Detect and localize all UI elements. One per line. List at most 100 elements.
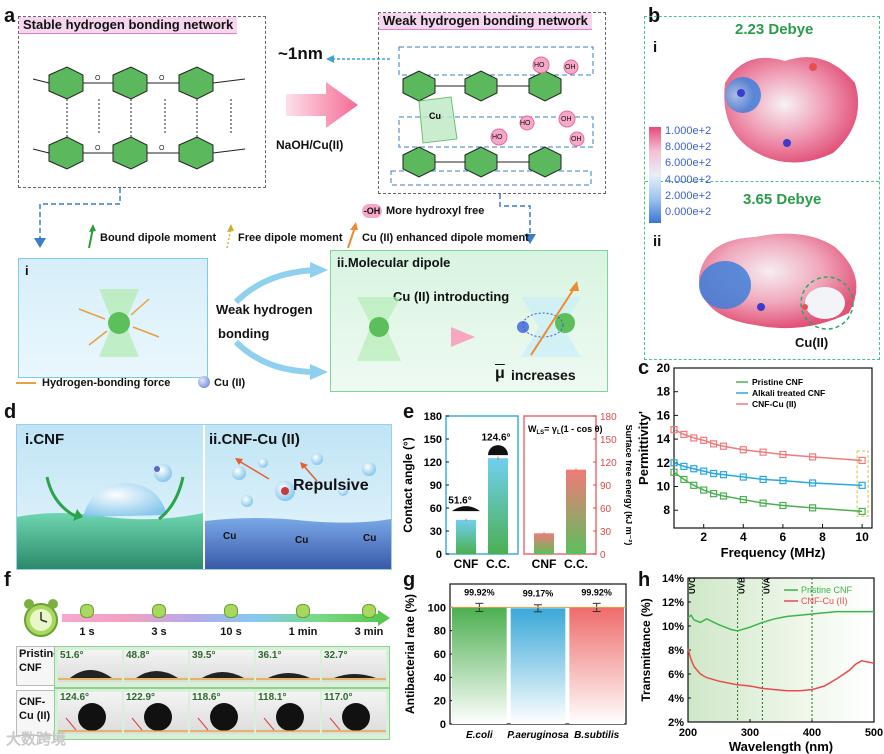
contact-angle-value: 51.6° — [60, 650, 84, 661]
colorbar-tick: 6.000e+2 — [665, 157, 712, 170]
legend-label: CNF-Cu (II) — [752, 399, 797, 409]
water-drop — [202, 672, 244, 678]
series-line — [687, 610, 874, 632]
data-point — [680, 430, 688, 438]
box-ii-drawing — [357, 281, 581, 361]
colorbar-tick: 0.000e+2 — [665, 206, 712, 219]
data-point — [690, 434, 698, 442]
data-point — [719, 492, 728, 500]
drop-drawing — [256, 673, 320, 680]
drop-cell: 36.1° — [256, 650, 320, 682]
y-tick-label: 20 — [434, 696, 446, 708]
contact-angle-value: 39.5° — [192, 650, 216, 661]
water-drop — [144, 703, 172, 731]
bound-dipole-label: Bound dipole moment — [100, 232, 217, 244]
timeline-clock-icon — [80, 604, 94, 618]
y-tick-label: 40 — [434, 672, 446, 684]
box-i-label: i — [25, 263, 29, 278]
y-tick-label: 10 — [657, 480, 671, 494]
y-tick-label: 0 — [440, 719, 446, 731]
drop-drawing — [124, 671, 188, 680]
ho-label-3: HO — [492, 134, 503, 141]
droplet-low — [452, 506, 480, 512]
timeline-label: 1 s — [79, 626, 95, 638]
drop-cell: 118.1° — [256, 692, 320, 734]
weak-bonding-line1: Weak hydrogen — [216, 302, 313, 317]
data-point — [670, 468, 678, 476]
free-dipole-icon — [226, 224, 234, 249]
drop-drawing — [256, 703, 320, 732]
left-axis-label: Contact angle (°) — [401, 437, 415, 532]
oh-label-3: OH — [571, 136, 582, 143]
data-point — [709, 490, 718, 498]
band-label: UVC — [688, 577, 697, 594]
right-tick-label: 180 — [600, 412, 617, 423]
connector-lines — [34, 188, 536, 248]
transmittance-chart: 2% 4% 6% 8% 10% 12% 14% 200 300 400 500 Wavelength … — [639, 574, 883, 754]
y-tick-label: 4% — [668, 693, 684, 705]
panel-b-divider — [645, 181, 879, 182]
drop-drawing — [190, 703, 254, 732]
data-point — [700, 436, 708, 444]
b-i-label: i — [653, 39, 658, 56]
drop-drawing — [58, 670, 122, 680]
plot-frame — [673, 367, 873, 529]
drop-drawing — [58, 703, 122, 732]
y-tick-label: 18 — [657, 385, 671, 399]
stable-network-title: Stable hydrogen bonding network — [19, 17, 238, 34]
panel-label-a: a — [4, 5, 16, 27]
y-tick-label: 80 — [434, 626, 446, 638]
left-tick-label: 120 — [424, 457, 442, 469]
water-drop — [276, 703, 304, 731]
water-drop — [78, 703, 106, 731]
svg-text:O: O — [159, 75, 165, 82]
formula-part: L — [557, 430, 561, 436]
x-tick-label: 400 — [803, 727, 821, 739]
formula-part: W — [528, 424, 537, 434]
category-label: CNF — [532, 557, 557, 571]
drop-cell: 32.7° — [322, 650, 386, 682]
category-label: C.C. — [486, 557, 510, 571]
drop-drawing — [322, 674, 386, 680]
contact-angle-value: 118.1° — [258, 692, 287, 703]
weak-bonding-line2: bonding — [218, 326, 270, 341]
timeline-clock-icon — [152, 604, 166, 618]
y-tick-label: 8 — [663, 503, 670, 517]
legend-label: Pristine CNF — [801, 585, 853, 595]
formula-part: = γ — [544, 424, 557, 434]
data-point — [809, 504, 817, 512]
annotation: 51.6° — [448, 495, 471, 506]
x-tick-label: 10 — [855, 530, 869, 544]
data-point — [809, 479, 817, 487]
colorbar-tick: 2.000e+2 — [665, 189, 712, 202]
data-point — [779, 501, 787, 510]
svg-text:O: O — [95, 75, 101, 82]
formula-part: (1 - cos θ) — [561, 424, 603, 434]
timeline-label: 3 min — [354, 626, 384, 638]
y-tick-label: 16 — [657, 408, 671, 422]
box-ii: ii.Molecular dipole Cu (II) introducting… — [330, 250, 608, 392]
surface-energy-bar — [534, 533, 554, 554]
data-point — [858, 456, 866, 465]
dipole-i-value: 2.23 Debye — [735, 21, 814, 38]
timeline-clock-icon — [296, 604, 310, 618]
oh-tag: -OH — [362, 204, 382, 218]
y-axis-label: Permittivity' — [636, 411, 651, 485]
annotation: 124.6° — [481, 433, 510, 444]
oh-label-1: OH — [565, 64, 576, 71]
band-label: UVA — [763, 577, 772, 594]
drop-drawing — [322, 703, 386, 732]
drop-drawing — [124, 703, 188, 732]
x-axis-label: Frequency (MHz) — [721, 545, 826, 560]
box-i-drawing — [78, 289, 160, 357]
surface-energy-bar — [566, 469, 586, 554]
panel-b: i 2.23 Debye 1.000e+2 8.000e+2 6.000e+2 … — [644, 16, 880, 360]
data-point — [719, 442, 728, 450]
alarm-clock-icon — [24, 599, 58, 637]
y-tick-label: 6% — [668, 669, 684, 681]
data-point — [670, 459, 678, 467]
timeline-label: 1 min — [288, 626, 318, 638]
left-tick-label: 30 — [430, 526, 442, 538]
antibacterial-bar — [569, 607, 624, 724]
y-tick-label: 12 — [657, 456, 671, 470]
